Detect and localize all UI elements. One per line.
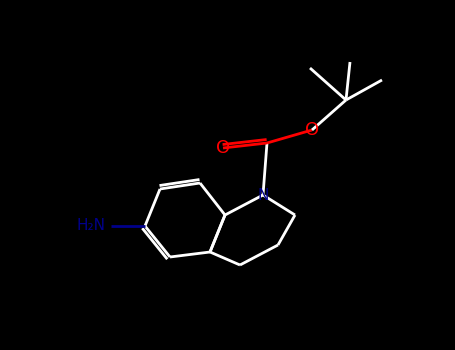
Text: O: O <box>216 139 230 157</box>
Text: O: O <box>305 121 319 139</box>
Text: H₂N: H₂N <box>77 218 106 233</box>
Text: N: N <box>258 188 269 203</box>
